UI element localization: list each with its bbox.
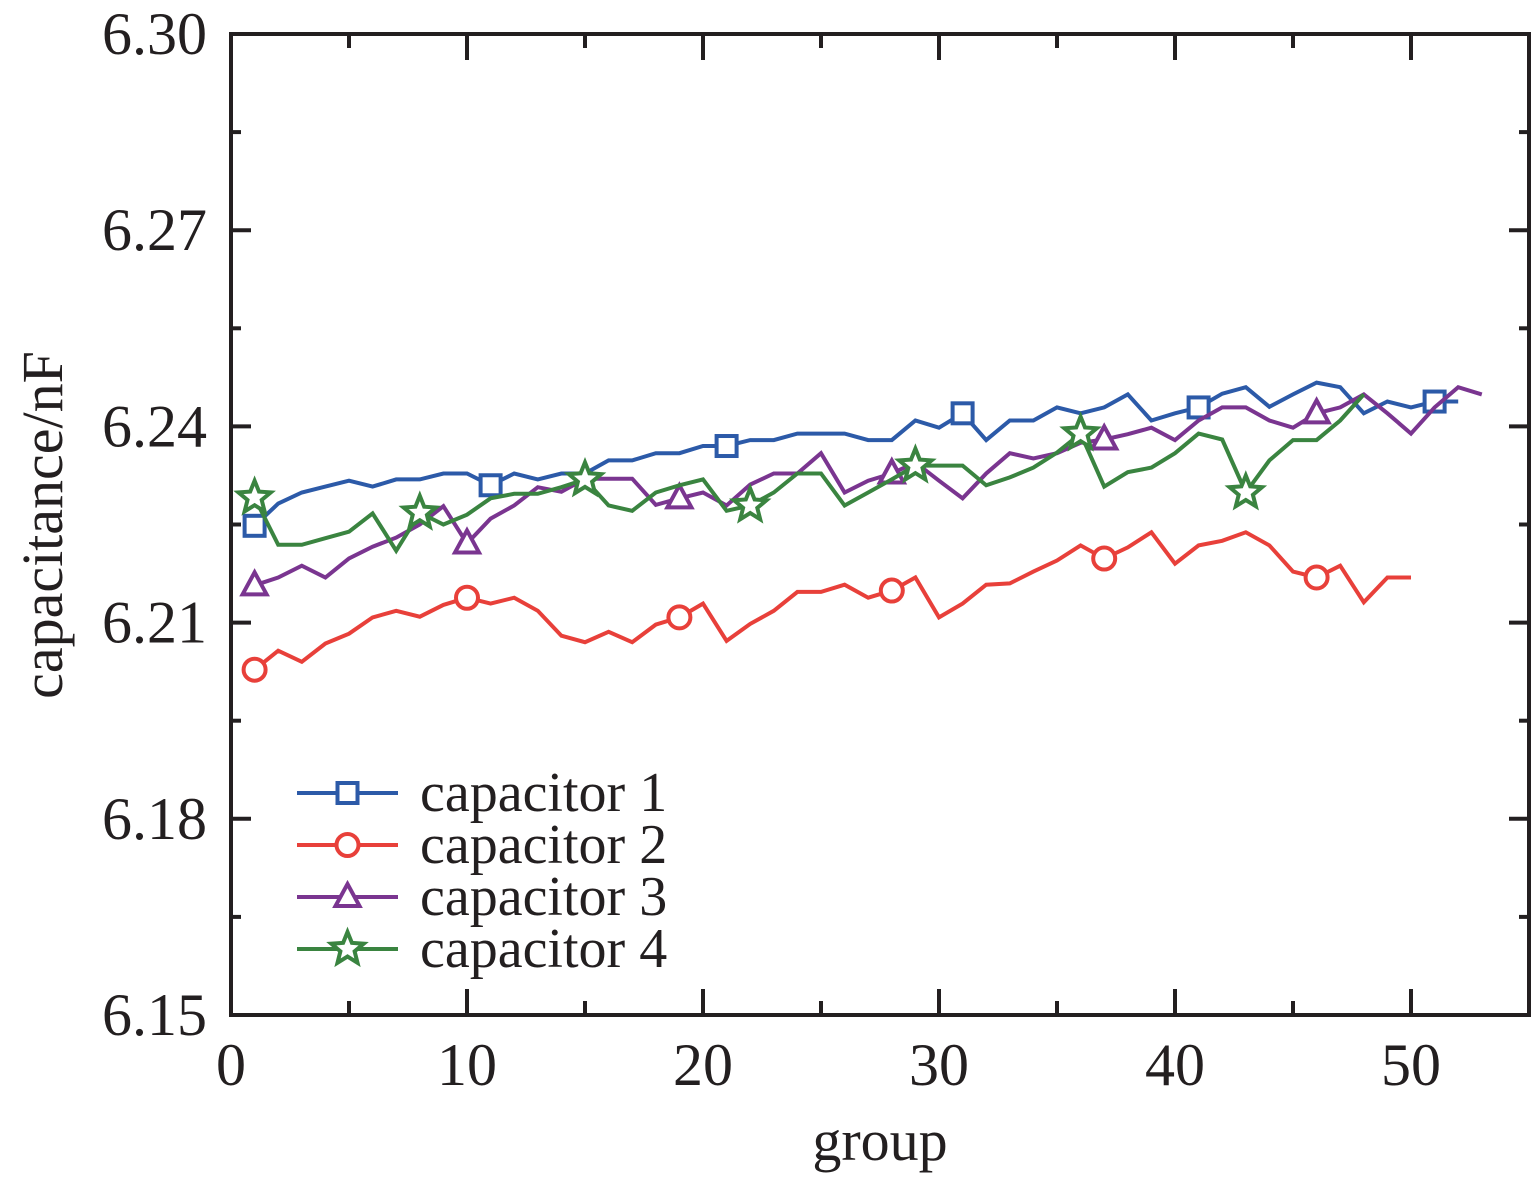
- star-marker: [894, 443, 937, 484]
- y-axis-title: capacitance/nF: [10, 351, 75, 699]
- series-capacitor-1: [242, 380, 1459, 538]
- x-axis-title: group: [812, 1108, 947, 1173]
- star-marker: [1059, 411, 1102, 452]
- legend-circle-icon: [334, 832, 361, 858]
- star-marker: [233, 475, 276, 516]
- y-tick-label: 6.18: [102, 786, 207, 852]
- square-marker: [478, 473, 503, 498]
- legend-triangle-icon: [332, 879, 363, 908]
- circle-marker: [878, 577, 905, 604]
- y-tick-label: 6.30: [102, 1, 207, 67]
- series-line: [253, 529, 1411, 672]
- circle-marker: [454, 584, 480, 611]
- legend-label: capacitor 1: [420, 762, 667, 824]
- circle-marker: [1091, 545, 1118, 572]
- triangle-marker: [1088, 422, 1120, 451]
- legend-star-icon: [326, 926, 369, 968]
- series-line: [253, 384, 1483, 588]
- x-tick-label: 10: [437, 1032, 497, 1098]
- legend-item: capacitor 4: [297, 918, 667, 980]
- legend-label: capacitor 4: [420, 918, 667, 980]
- series-layer: [233, 380, 1483, 683]
- x-tick-label: 50: [1381, 1032, 1441, 1098]
- legend-item: capacitor 3: [297, 866, 667, 928]
- square-marker: [714, 434, 739, 459]
- series-capacitor-2: [241, 529, 1411, 683]
- circle-marker: [241, 656, 268, 683]
- series-line: [252, 393, 1366, 555]
- circle-marker: [666, 604, 693, 631]
- x-tick-label: 40: [1145, 1032, 1205, 1098]
- star-marker: [563, 457, 607, 498]
- legend-label: capacitor 3: [420, 866, 667, 928]
- y-tick-label: 6.21: [102, 590, 207, 656]
- square-marker: [950, 401, 975, 426]
- y-tick-label: 6.15: [102, 982, 207, 1048]
- triangle-marker: [451, 526, 483, 555]
- square-marker: [1186, 395, 1211, 420]
- series-capacitor-4: [233, 393, 1366, 555]
- legend-item: capacitor 1: [297, 762, 667, 824]
- x-tick-label: 20: [673, 1032, 733, 1098]
- triangle-marker: [664, 481, 695, 510]
- legend-square-icon: [335, 781, 360, 805]
- ticks-layer: 0 10 20 30 40 50 6.15 6.18 6.21 6.24 6.27 6.30: [102, 1, 1529, 1098]
- star-marker: [1224, 470, 1268, 511]
- legend-item: capacitor 2: [297, 814, 667, 876]
- series-line: [253, 380, 1459, 528]
- series-capacitor-3: [239, 384, 1483, 597]
- triangle-marker: [1301, 396, 1332, 425]
- y-tick-label: 6.24: [102, 393, 207, 459]
- legend-label: capacitor 2: [420, 814, 667, 876]
- y-tick-label: 6.27: [102, 197, 207, 263]
- x-tick-label: 30: [909, 1032, 969, 1098]
- square-marker: [242, 513, 267, 538]
- circle-marker: [1303, 564, 1330, 591]
- star-marker: [398, 490, 442, 531]
- x-tick-label: 0: [216, 1032, 246, 1098]
- star-marker: [728, 483, 772, 524]
- square-marker: [1422, 389, 1447, 414]
- triangle-marker: [239, 568, 270, 597]
